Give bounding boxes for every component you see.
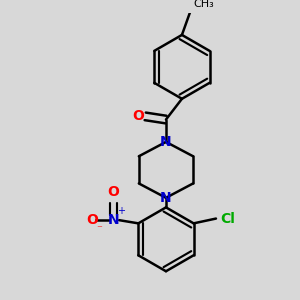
Text: N: N (160, 191, 172, 205)
Text: Cl: Cl (220, 212, 235, 226)
Text: O: O (87, 213, 99, 227)
Text: N: N (160, 135, 172, 149)
Text: +: + (117, 206, 124, 216)
Text: CH₃: CH₃ (193, 0, 214, 9)
Text: O: O (107, 185, 119, 200)
Text: O: O (132, 110, 144, 123)
Text: N: N (108, 213, 119, 227)
Text: ⁻: ⁻ (96, 224, 102, 234)
